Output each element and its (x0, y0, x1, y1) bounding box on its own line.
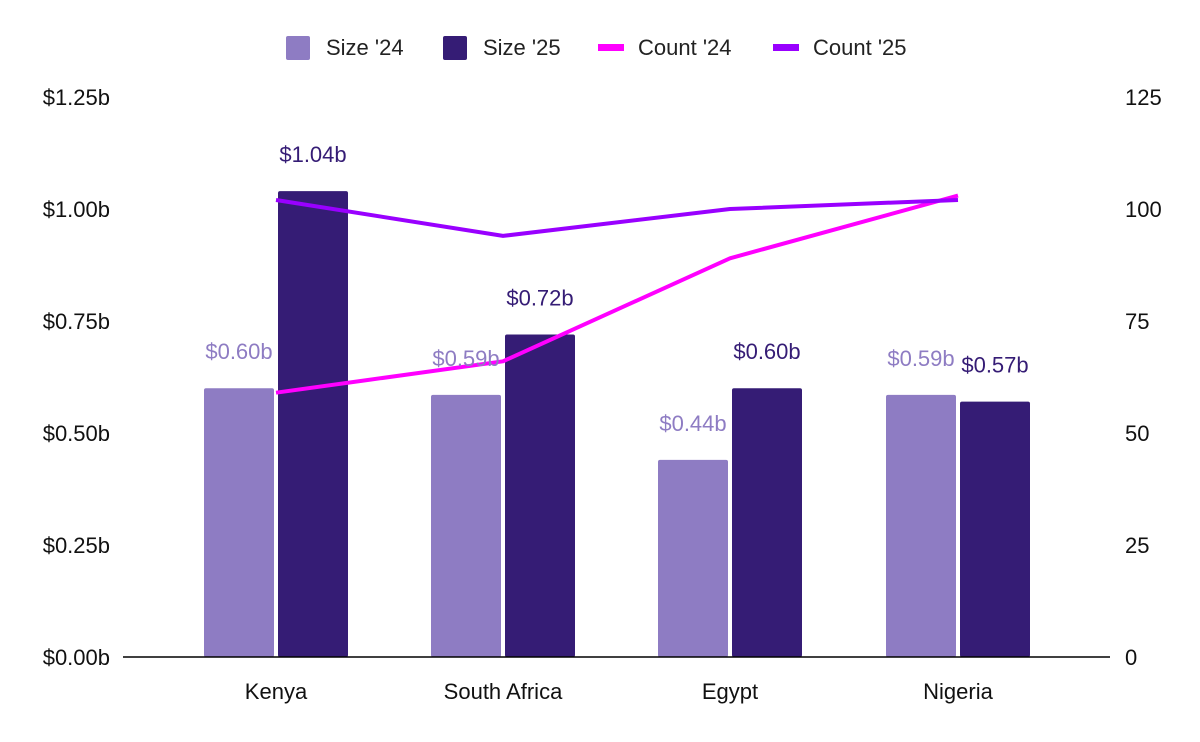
y-left-tick-label: $0.00b (43, 645, 110, 670)
bar-size-24-south-africa (431, 394, 501, 657)
y-left-tick-label: $0.25b (43, 533, 110, 558)
legend-item-count-24: Count '24 (598, 35, 732, 60)
y-axis-left: $0.00b $0.25b $0.50b $0.75b $1.00b $1.25b (43, 85, 110, 670)
y-left-tick-label: $1.25b (43, 85, 110, 110)
data-label-size-25-egypt: $0.60b (733, 339, 800, 364)
y-right-tick-label: 125 (1125, 85, 1162, 110)
bar-size-24-kenya (204, 388, 274, 657)
bar-size-25-egypt (732, 388, 802, 657)
legend-item-size-25: Size '25 (443, 35, 561, 60)
bar-size-24-nigeria (886, 394, 956, 657)
y-left-tick-label: $0.75b (43, 309, 110, 334)
legend-swatch (443, 36, 467, 60)
x-tick-label-kenya: Kenya (245, 679, 308, 704)
data-label-size-24-south-africa: $0.59b (432, 346, 499, 371)
data-label-size-25-nigeria: $0.57b (961, 353, 1028, 378)
legend-label: Count '25 (813, 35, 907, 60)
bar-size-24-egypt (658, 459, 728, 657)
data-labels: $0.60b $0.59b $0.44b $0.59b $1.04b $0.72b $0.6… (205, 142, 1028, 436)
data-label-size-24-nigeria: $0.59b (887, 346, 954, 371)
x-tick-label-nigeria: Nigeria (923, 679, 993, 704)
x-axis: Kenya South Africa Egypt Nigeria (245, 679, 994, 704)
y-left-tick-label: $0.50b (43, 421, 110, 446)
y-right-tick-label: 25 (1125, 533, 1149, 558)
x-tick-label-south-africa: South Africa (444, 679, 563, 704)
data-label-size-24-egypt: $0.44b (659, 411, 726, 436)
y-right-tick-label: 0 (1125, 645, 1137, 670)
data-label-size-24-kenya: $0.60b (205, 339, 272, 364)
line-count-25 (275, 198, 959, 238)
y-right-tick-label: 75 (1125, 309, 1149, 334)
bar-size-25-nigeria (960, 401, 1030, 657)
bars (204, 191, 1030, 657)
legend-swatch (598, 44, 624, 51)
x-tick-label-egypt: Egypt (702, 679, 758, 704)
line-count-24 (275, 193, 959, 395)
legend-label: Size '24 (326, 35, 404, 60)
y-right-tick-label: 50 (1125, 421, 1149, 446)
legend-item-size-24: Size '24 (286, 35, 404, 60)
legend-label: Count '24 (638, 35, 732, 60)
y-axis-right: 0 25 50 75 100 125 (1125, 85, 1162, 670)
legend-swatch (773, 44, 799, 51)
legend: Size '24 Size '25 Count '24 Count '25 (286, 35, 907, 60)
data-label-size-25-south-africa: $0.72b (506, 285, 573, 310)
legend-swatch (286, 36, 310, 60)
y-left-tick-label: $1.00b (43, 197, 110, 222)
legend-item-count-25: Count '25 (773, 35, 907, 60)
bar-size-25-south-africa (505, 334, 575, 657)
legend-label: Size '25 (483, 35, 561, 60)
y-right-tick-label: 100 (1125, 197, 1162, 222)
data-label-size-25-kenya: $1.04b (279, 142, 346, 167)
lines (275, 193, 959, 395)
bar-size-25-kenya (278, 191, 348, 657)
